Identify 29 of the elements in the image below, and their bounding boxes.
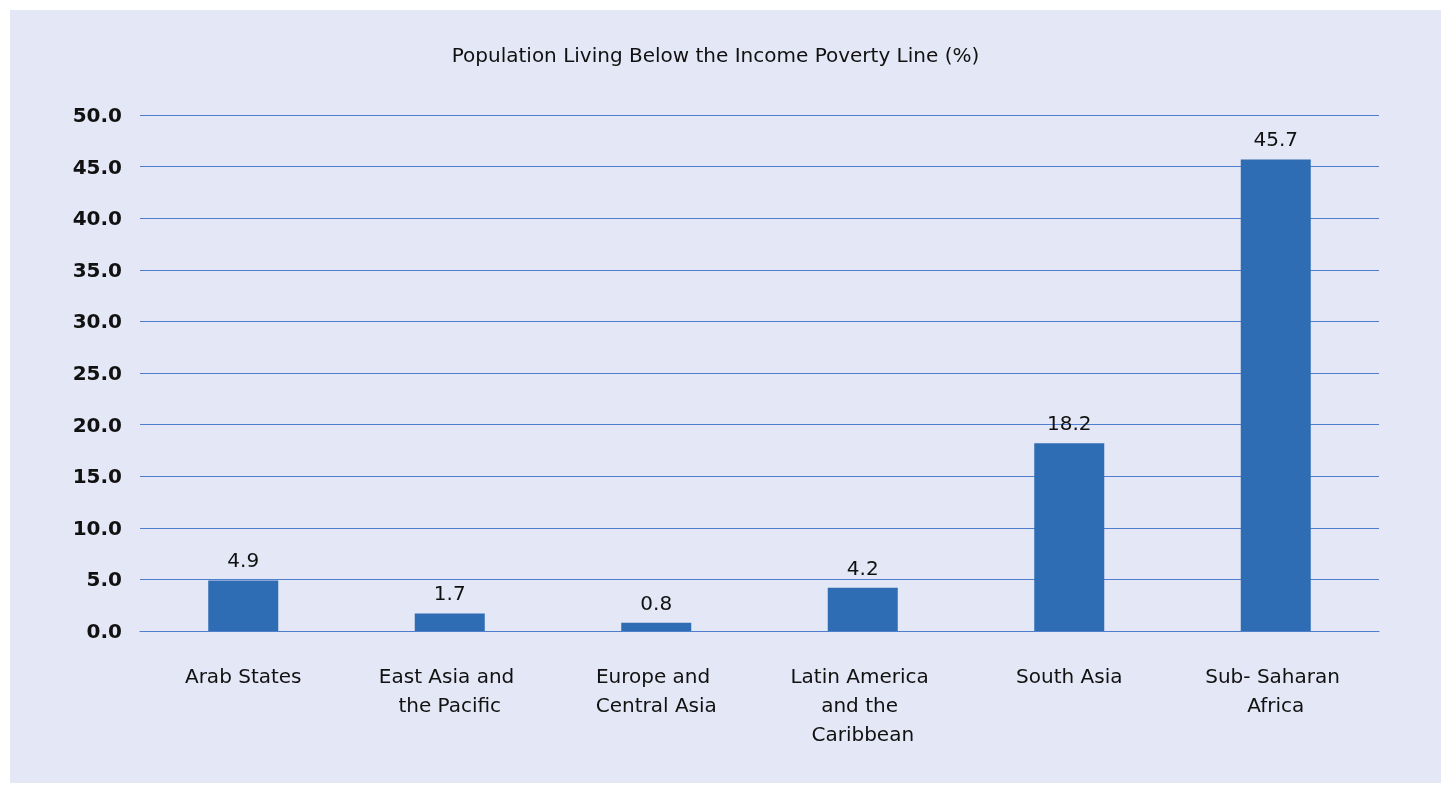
- x-tick-label: East Asia and the Pacific: [378, 663, 521, 717]
- bar: [1240, 159, 1311, 631]
- y-tick-label: 25.0: [72, 361, 122, 385]
- y-tick-label: 0.0: [86, 619, 122, 643]
- data-label: 0.8: [640, 590, 673, 615]
- bar: [208, 580, 279, 631]
- y-tick-label: 35.0: [72, 257, 122, 282]
- x-tick-label: Sub- Saharan Africa: [1205, 663, 1347, 717]
- bar: [827, 587, 898, 631]
- x-tick-label: Arab States: [184, 663, 302, 688]
- bar: [621, 622, 692, 631]
- x-tick-label: South Asia: [1016, 663, 1123, 688]
- y-tick-label: 40.0: [72, 206, 122, 231]
- x-tick-label: Europe and Central Asia: [595, 663, 717, 717]
- data-label: 4.2: [846, 555, 879, 580]
- bar: [1034, 443, 1105, 631]
- y-tick-label: 10.0: [72, 515, 122, 540]
- chart-title: Population Living Below the Income Poverty Line (%): [451, 43, 980, 67]
- x-tick-label: Latin America and the Caribbean: [790, 663, 936, 746]
- data-label: 45.7: [1253, 127, 1299, 152]
- y-tick-label: 45.0: [72, 154, 122, 179]
- bar: [414, 613, 485, 631]
- data-label: 4.9: [227, 548, 260, 573]
- y-tick-label: 20.0: [72, 412, 122, 437]
- y-tick-label: 50.0: [72, 103, 122, 127]
- y-tick-label: 5.0: [86, 567, 122, 592]
- y-tick-label: 30.0: [72, 309, 122, 334]
- y-tick-label: 15.0: [72, 464, 122, 489]
- data-label: 1.7: [433, 581, 466, 606]
